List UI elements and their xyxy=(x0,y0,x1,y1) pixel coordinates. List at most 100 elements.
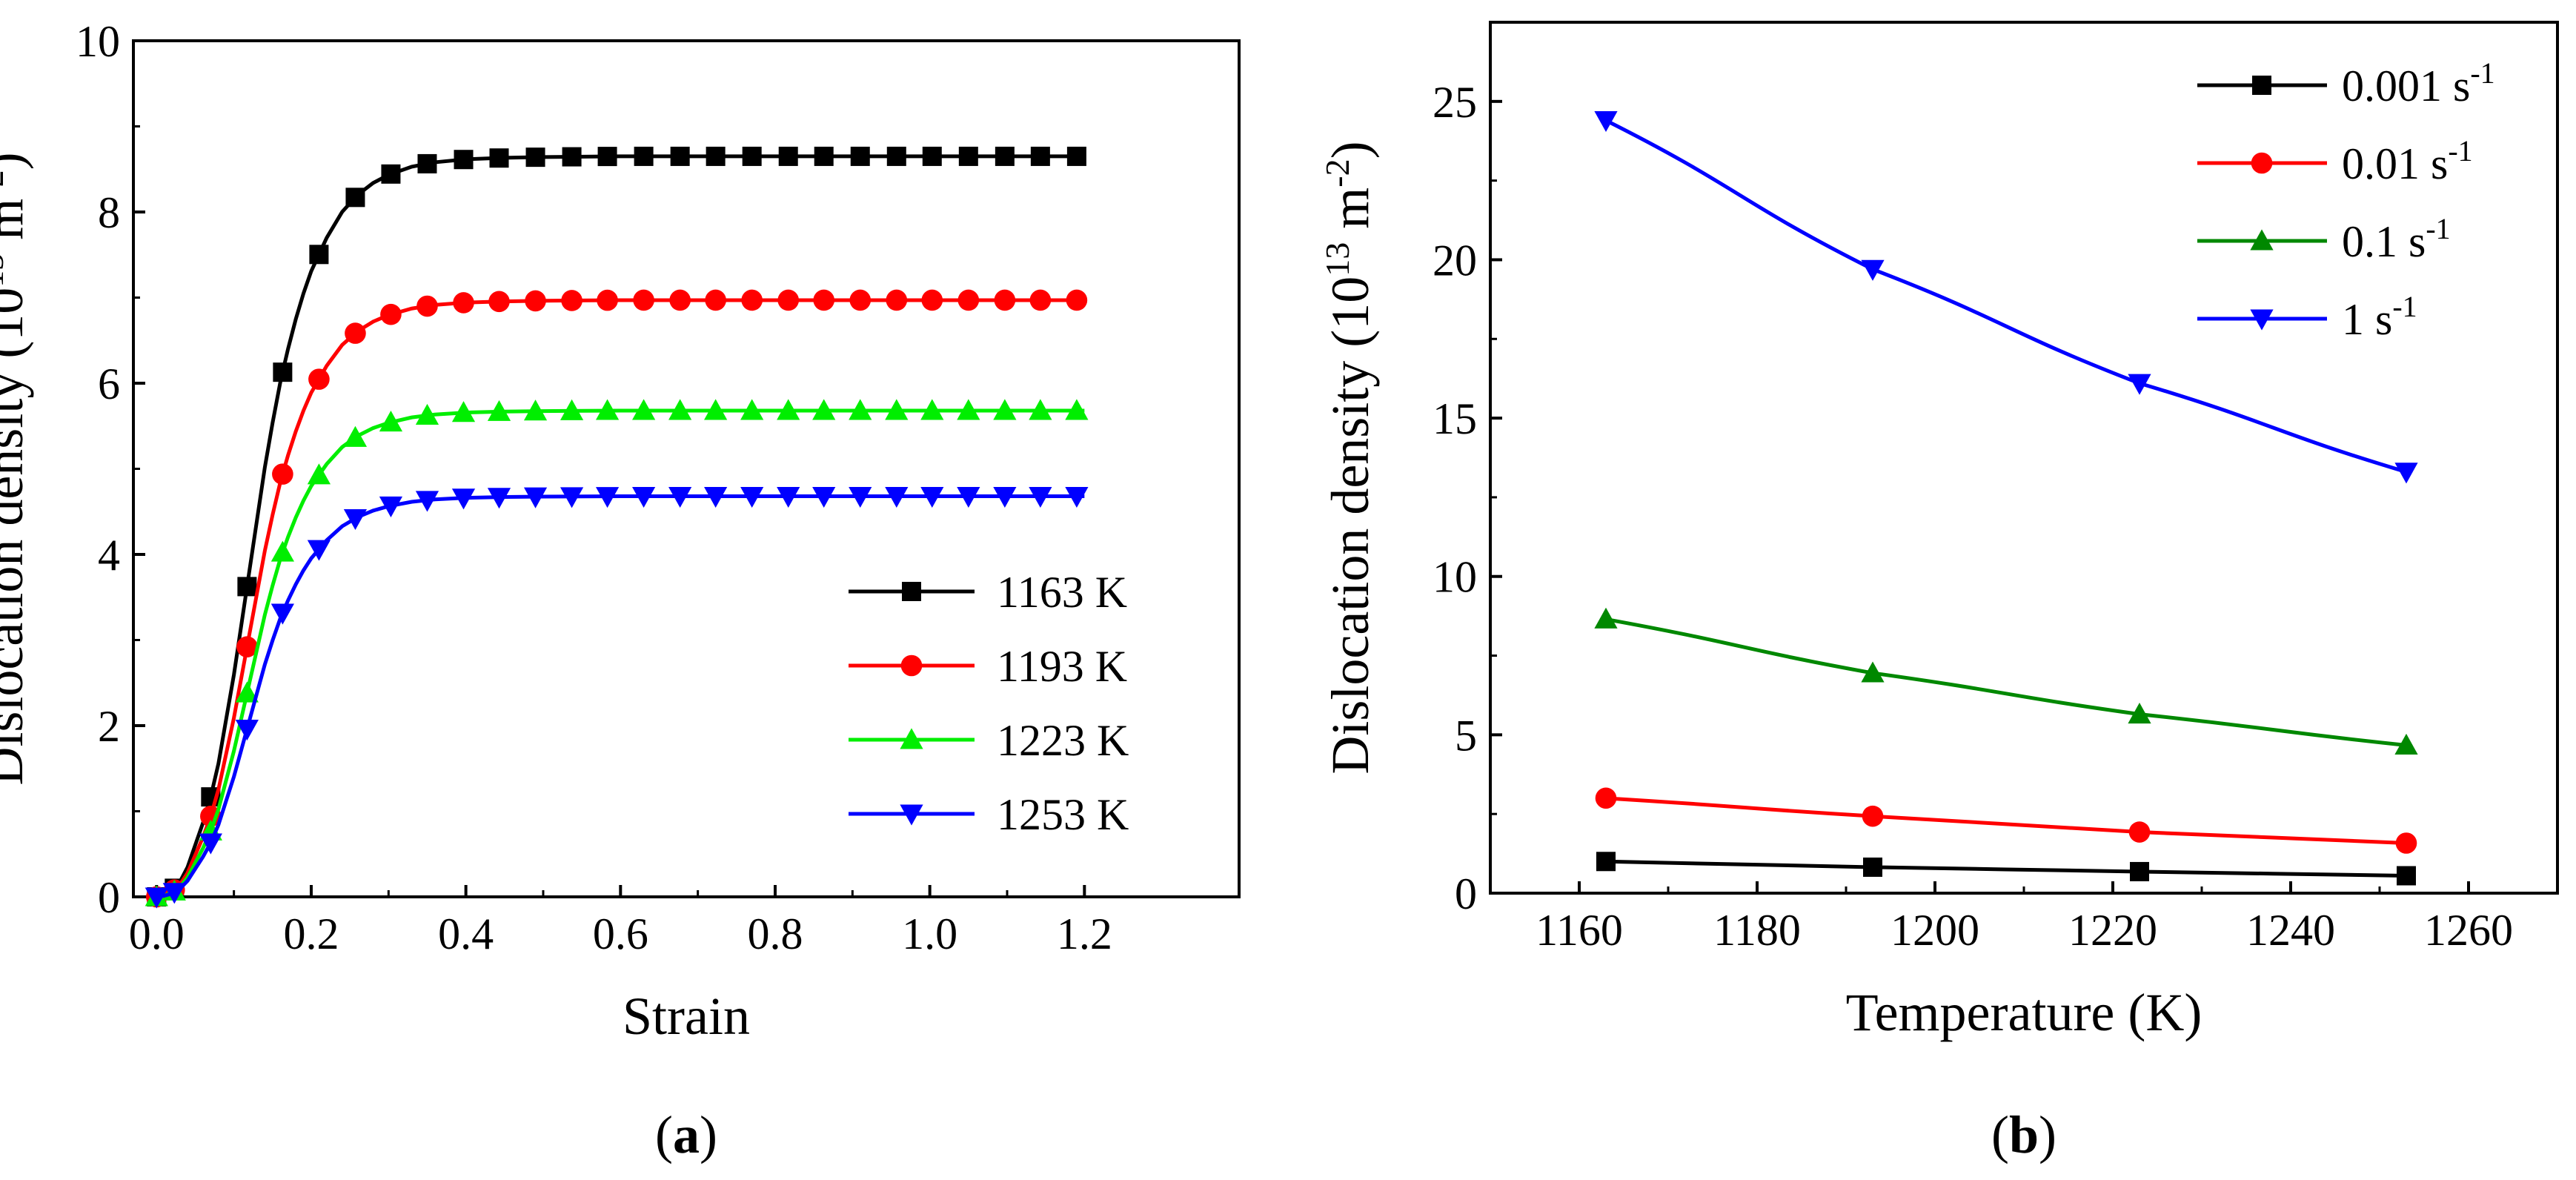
panel-a-y-title-exp: -2 xyxy=(0,170,10,198)
panel-a-x-tick-label: 1.2 xyxy=(1057,909,1112,958)
panel-b-y-tick-label: 5 xyxy=(1455,711,1477,760)
panel-a-chart: 0.0 0.2 0.4 0.6 0.8 1.0 1.2 0 2 4 6 8 10 Strain Disloc… xyxy=(0,17,1241,1164)
data-point xyxy=(993,399,1017,420)
data-point xyxy=(742,146,762,166)
panel-a-y-tick-label: 2 xyxy=(98,702,120,751)
data-point xyxy=(812,399,836,420)
panel-a-y-tick-label: 6 xyxy=(98,359,120,408)
data-point xyxy=(343,508,368,531)
data-point xyxy=(885,486,909,508)
series-1223-K xyxy=(145,399,1089,906)
data-point xyxy=(2395,832,2417,854)
data-point xyxy=(270,603,294,625)
data-point xyxy=(1861,259,1885,281)
data-point xyxy=(704,399,728,420)
panel-a-y-title-part: ) xyxy=(0,152,34,170)
data-point xyxy=(957,289,980,311)
panel-a-x-tick-label: 0.6 xyxy=(593,909,648,958)
data-point xyxy=(1066,289,1088,311)
data-point xyxy=(632,486,656,508)
panel-b-x-axis-title: Temperature (K) xyxy=(1846,983,2202,1042)
data-point xyxy=(958,146,978,166)
data-point xyxy=(995,146,1015,166)
legend-label-base: 1 s xyxy=(2342,295,2392,344)
data-point xyxy=(343,425,368,447)
data-point xyxy=(417,153,437,173)
data-point xyxy=(270,540,294,562)
panel-a-x-tick-label: 1.0 xyxy=(902,909,957,958)
data-point xyxy=(235,681,259,703)
legend-label: 1253 K xyxy=(997,790,1129,839)
data-point xyxy=(451,401,476,422)
panel-b-x-tick-label: 1200 xyxy=(1890,906,1979,955)
legend-marker xyxy=(902,582,921,601)
panel-a-label-letter: a xyxy=(673,1105,700,1164)
legend-marker xyxy=(900,654,923,677)
data-point xyxy=(561,290,582,311)
data-point xyxy=(668,486,692,508)
data-point xyxy=(777,486,800,508)
panel-a-label: (a) xyxy=(655,1105,717,1164)
data-point xyxy=(273,362,293,382)
data-point xyxy=(849,289,872,311)
panel-b-y-title-part: ) xyxy=(1321,141,1380,159)
panel-b-x-tick-label: 1240 xyxy=(2246,906,2335,955)
series-line xyxy=(156,298,1085,899)
data-point xyxy=(145,887,168,909)
data-point xyxy=(2397,866,2416,886)
data-point xyxy=(705,289,726,311)
data-point xyxy=(814,146,834,166)
series-1163-K xyxy=(147,146,1086,906)
legend-label-base: 0.01 s xyxy=(2342,139,2448,188)
legend-label: 1193 K xyxy=(997,642,1127,691)
series-1-s xyxy=(1594,110,2418,484)
data-point xyxy=(921,289,943,311)
data-point xyxy=(1863,857,1882,877)
legend-label: 1 s-1 xyxy=(2342,290,2417,344)
data-point xyxy=(778,146,798,166)
data-point xyxy=(379,411,403,432)
data-point xyxy=(415,403,439,425)
data-point xyxy=(272,463,293,485)
series-0-001-s xyxy=(1596,852,2416,886)
panel-a-y-title-part: Dislocation density (10 xyxy=(0,288,34,786)
panel-a-y-tick-label: 0 xyxy=(98,873,120,922)
legend-label-base: 0.001 s xyxy=(2342,62,2470,110)
data-point xyxy=(560,399,584,420)
data-point xyxy=(380,303,402,325)
data-point xyxy=(597,289,618,311)
data-point xyxy=(454,150,474,170)
panel-b-y-tick-label: 0 xyxy=(1455,869,1477,918)
data-point xyxy=(777,399,800,420)
series-line xyxy=(1605,859,2407,878)
panel-b-y-tick-label: 15 xyxy=(1433,394,1477,443)
data-point xyxy=(595,399,620,420)
legend-marker xyxy=(2251,152,2273,174)
data-point xyxy=(560,487,584,508)
data-point xyxy=(1862,805,1884,827)
data-point xyxy=(850,146,870,166)
panel-b-y-title-part: Dislocation density (10 xyxy=(1321,276,1380,775)
legend-label: 1163 K xyxy=(997,568,1127,617)
panel-b-legend: 0.001 s-10.01 s-10.1 s-11 s-1 xyxy=(2197,56,2495,344)
panel-b-x-tick-label: 1160 xyxy=(1536,906,1623,955)
data-point xyxy=(381,164,401,184)
data-point xyxy=(886,146,906,166)
panel-b-y-tick-label: 25 xyxy=(1433,78,1477,127)
legend-label: 0.1 s-1 xyxy=(2342,212,2451,266)
data-point xyxy=(595,487,620,508)
data-point xyxy=(812,486,836,508)
data-point xyxy=(488,291,510,313)
panel-a-x-tick-label: 0.0 xyxy=(129,909,185,958)
data-point xyxy=(740,399,764,420)
data-point xyxy=(199,833,222,855)
legend-label-exp: -1 xyxy=(2448,134,2472,168)
data-point xyxy=(706,146,726,166)
legend-marker xyxy=(900,728,923,749)
data-point xyxy=(453,292,474,314)
panel-a-y-tick-label: 10 xyxy=(76,17,120,66)
data-point xyxy=(235,720,259,741)
panel-a-plot-frame xyxy=(132,39,1241,898)
